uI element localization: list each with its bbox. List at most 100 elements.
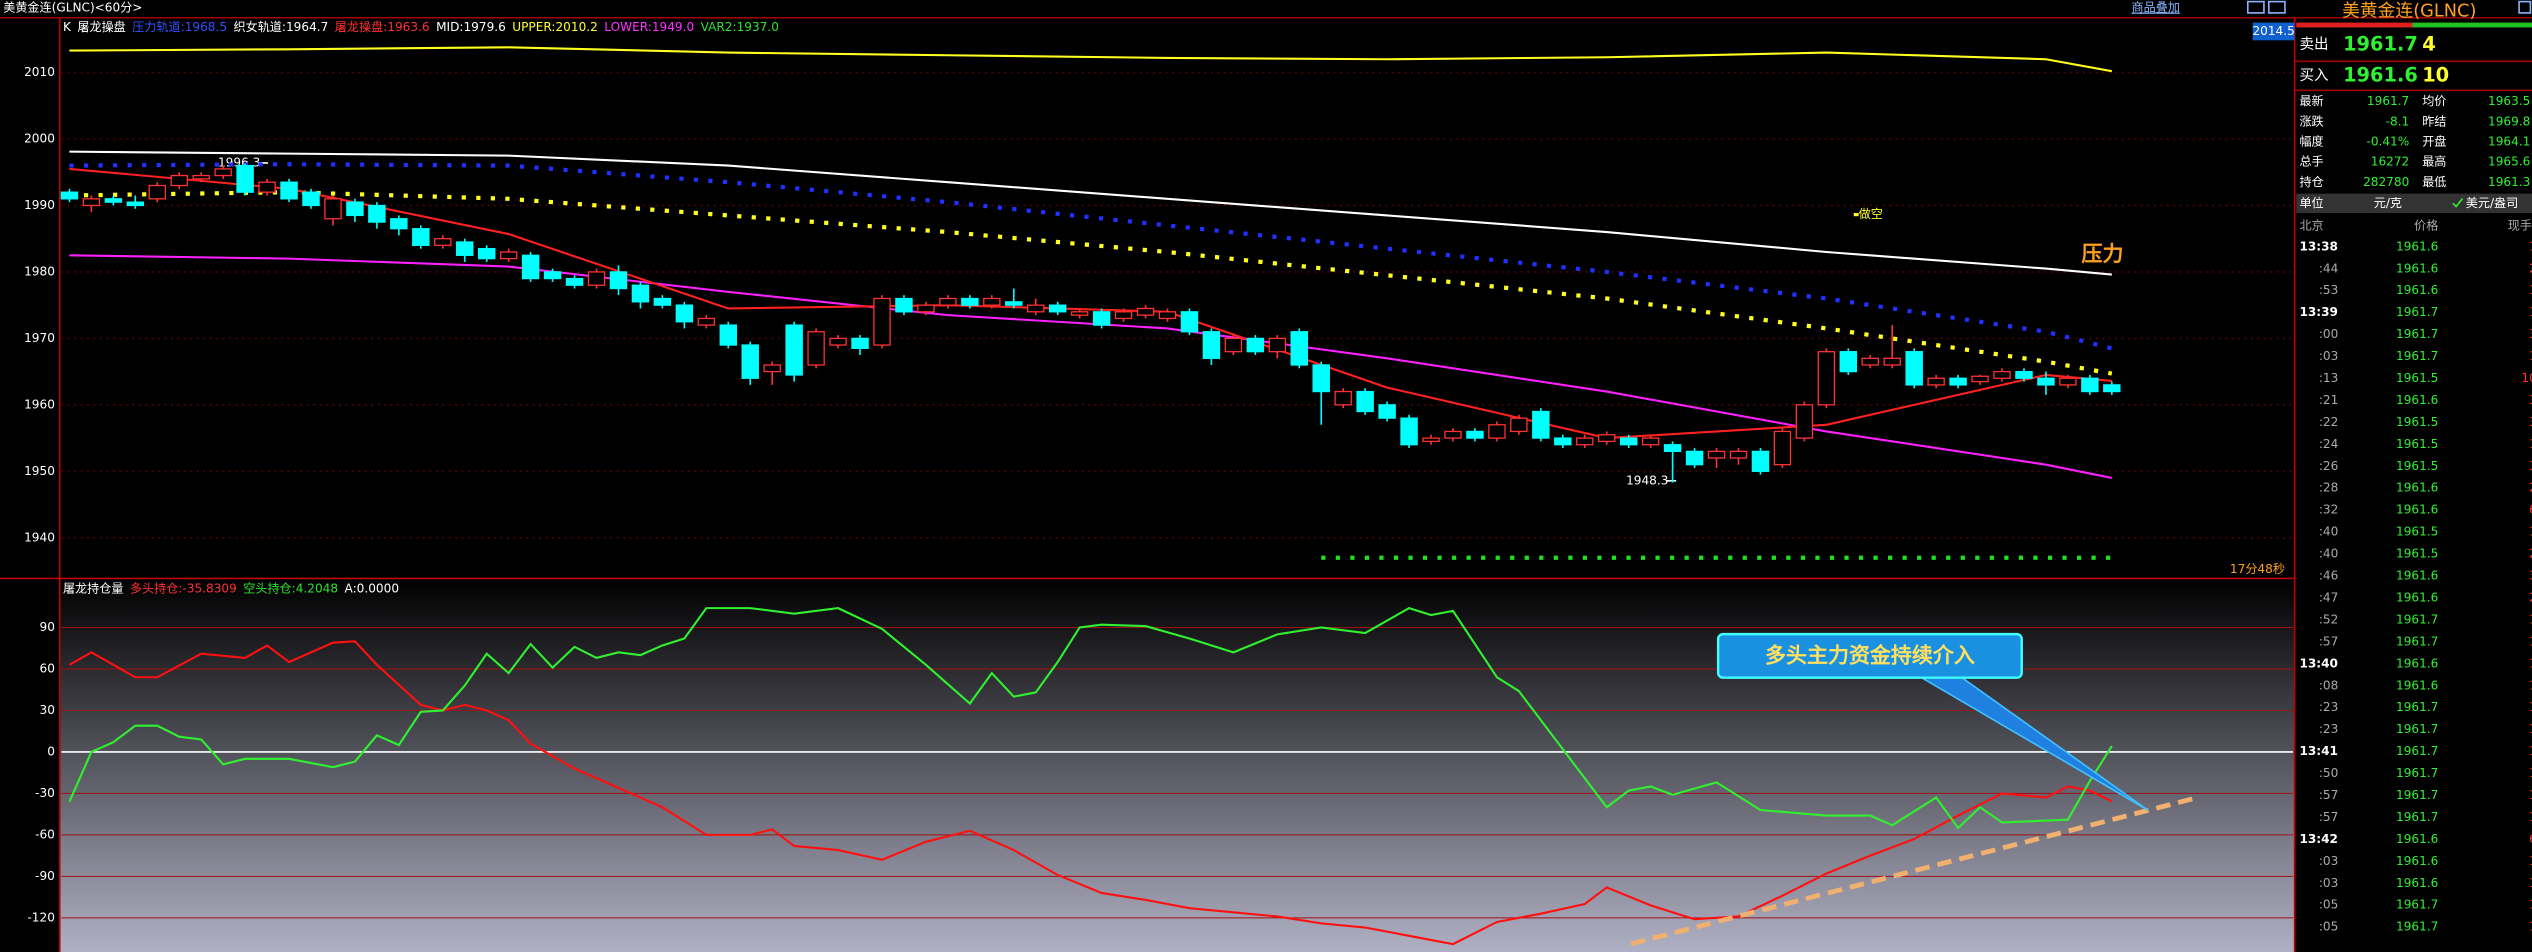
candle-body: [324, 198, 342, 220]
tick-volume: 3: [2529, 393, 2532, 407]
candle-body: [1883, 357, 1901, 366]
tick-time: :57: [2319, 634, 2338, 648]
trend-line: [1630, 794, 2200, 947]
indicator-line: [69, 190, 2113, 376]
tick-time: 13:40: [2299, 656, 2338, 670]
tick-volume: 2: [2529, 261, 2532, 275]
tick-volume: 1: [2529, 744, 2532, 758]
candle-body: [170, 174, 188, 187]
candle-body: [521, 254, 540, 280]
candle-body: [1048, 304, 1067, 313]
stat-label: 最低: [2422, 175, 2446, 189]
indicator-line: [69, 162, 2113, 351]
tick-price: 1961.6: [2396, 569, 2438, 583]
tick-time: :57: [2319, 788, 2338, 802]
candle-body: [346, 201, 364, 217]
candle-body: [917, 304, 935, 313]
candle-body: [697, 317, 716, 326]
tick-time: :40: [2319, 547, 2338, 561]
tick-volume: 1: [2529, 305, 2532, 319]
tick-volume: 1: [2529, 876, 2532, 890]
candle-body: [785, 324, 803, 376]
stat-label: 开盘: [2422, 133, 2446, 148]
tick-time: :44: [2319, 261, 2339, 275]
candle-body: [1400, 417, 1418, 446]
candle-body: [258, 181, 276, 193]
candle-body: [1927, 377, 1945, 386]
y-tick-label: -30: [35, 786, 55, 800]
candle-body: [653, 297, 672, 306]
window-button[interactable]: [2267, 0, 2286, 14]
stat-value: 1963.5: [2488, 94, 2530, 108]
callout-box: [1716, 632, 2023, 679]
candle-body: [82, 198, 101, 207]
candle-body: [1971, 375, 1989, 383]
tick-price: 1961.7: [2396, 920, 2438, 934]
candle-body: [1158, 311, 1177, 320]
candle-body: [1685, 450, 1704, 466]
candle-body: [2059, 377, 2077, 386]
overlay-button[interactable]: 商品叠加: [2132, 0, 2180, 15]
stat-value: -8.1: [2386, 114, 2410, 128]
tick-volume: 3: [2529, 415, 2532, 429]
tick-time: :23: [2319, 722, 2338, 736]
candle-body: [434, 238, 452, 246]
callout-text: 多头主力资金持续介入: [1765, 644, 1975, 668]
tick-volume: 3: [2529, 327, 2532, 341]
y-tick-label: 1960: [24, 397, 55, 411]
candle-body: [1180, 311, 1199, 333]
tick-time: :08: [2319, 678, 2338, 692]
legend-item: MID:1979.6: [436, 20, 506, 34]
candle-body: [499, 251, 518, 260]
tick-price: 1961.6: [2396, 590, 2438, 604]
candle-body: [302, 191, 320, 207]
candle-body: [1532, 410, 1550, 439]
quote-label: 卖出: [2299, 36, 2328, 53]
check-icon: [2452, 197, 2464, 208]
candle-body: [1378, 404, 1396, 419]
short-label: 做空: [1859, 206, 1883, 221]
tick-price: 1961.7: [2396, 327, 2438, 341]
candle-body: [148, 184, 167, 200]
legend-item: 屠龙持仓量: [63, 580, 124, 595]
candle-body: [1729, 450, 1748, 459]
tick-time: :03: [2319, 854, 2338, 868]
tick-price: 1961.6: [2396, 854, 2438, 868]
y-tick-label: 2000: [24, 131, 55, 145]
y-tick-label: -90: [35, 869, 55, 883]
tick-time: :26: [2319, 459, 2338, 473]
tick-volume: 1: [2529, 788, 2532, 802]
tick-price: 1961.7: [2396, 612, 2438, 626]
stat-value: 1965.6: [2488, 155, 2530, 169]
stat-label: 昨结: [2422, 114, 2446, 128]
tick-price: 1961.7: [2396, 788, 2438, 802]
tick-time: :13: [2319, 371, 2338, 385]
tick-price: 1961.5: [2396, 371, 2438, 385]
tick-price: 1961.7: [2396, 898, 2438, 912]
candle-body: [1663, 444, 1682, 453]
candle-body: [236, 164, 254, 193]
window-button[interactable]: [2518, 0, 2532, 14]
candle-body: [1444, 430, 1462, 439]
candle-body: [1707, 450, 1726, 459]
tick-time: :21: [2319, 393, 2338, 407]
candle-body: [1861, 357, 1879, 366]
window-button[interactable]: [2246, 0, 2265, 14]
candle-body: [126, 201, 145, 207]
candle-body: [1268, 337, 1287, 353]
tick-time: 13:38: [2299, 239, 2338, 253]
y-tick-label: 0: [47, 744, 55, 758]
tick-time: :05: [2319, 920, 2338, 934]
candle-body: [1422, 437, 1440, 443]
legend-item: 空头持仓:4.2048: [243, 580, 338, 595]
tick-price: 1961.7: [2396, 700, 2438, 714]
position-line: [68, 606, 2113, 830]
tick-price: 1961.6: [2396, 239, 2438, 253]
y-tick-label: 30: [40, 703, 55, 717]
price-badge-box: [2252, 22, 2295, 41]
legend-item: VAR2:1937.0: [701, 20, 779, 34]
tick-time: :03: [2319, 876, 2338, 890]
tick-volume: 2: [2529, 590, 2532, 604]
tick-time: 13:42: [2299, 832, 2338, 846]
